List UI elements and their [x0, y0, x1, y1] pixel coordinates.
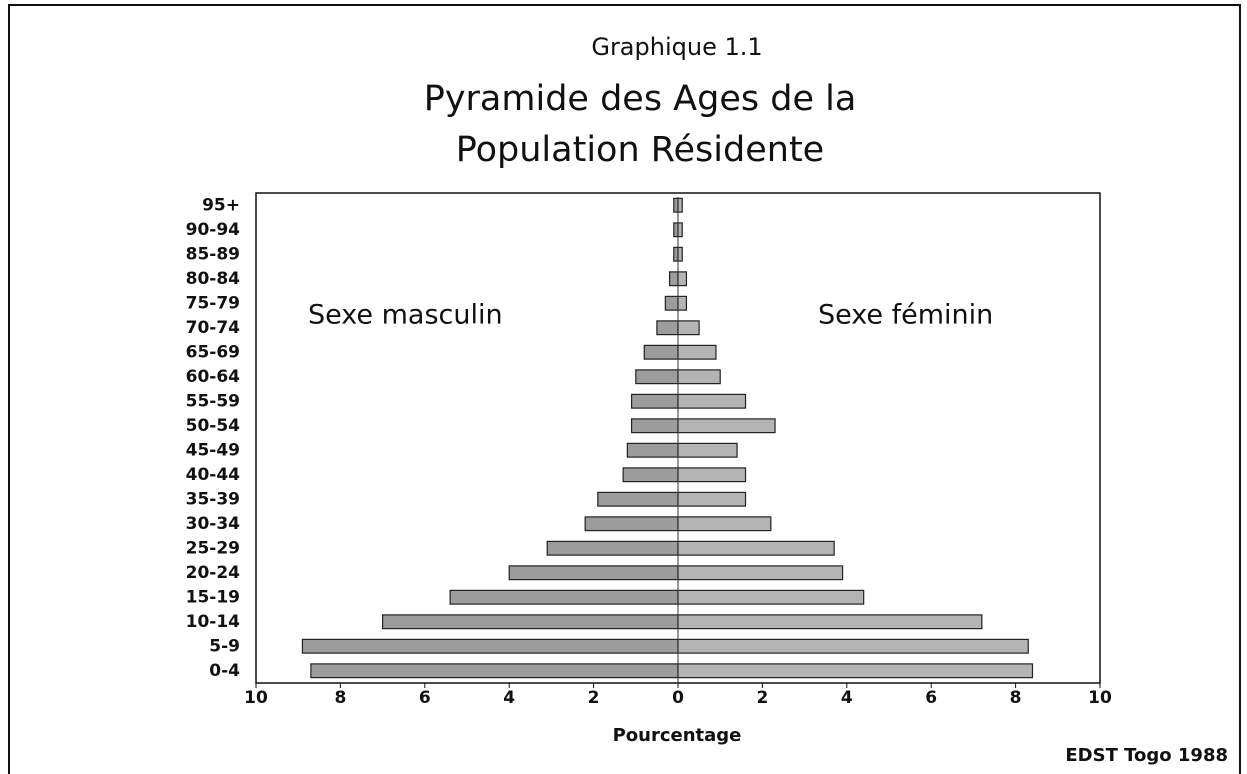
x-tick-label: 4 — [841, 688, 853, 708]
bar — [677, 565, 844, 581]
bar — [508, 565, 679, 581]
bar — [677, 663, 1034, 679]
bar — [310, 663, 679, 679]
y-tick-label: 25-29 — [186, 538, 240, 558]
bar — [382, 614, 679, 630]
bar — [677, 393, 747, 409]
bar — [626, 442, 679, 458]
bar — [643, 344, 679, 360]
y-tick-label: 55-59 — [186, 391, 240, 411]
annotation: Sexe masculin — [308, 300, 503, 331]
bar — [449, 589, 679, 605]
x-tick-label: 10 — [244, 688, 268, 708]
x-tick-label: 6 — [419, 688, 431, 708]
y-tick-label: 50-54 — [186, 416, 241, 436]
bar — [677, 516, 772, 532]
x-tick-label: 4 — [503, 688, 515, 708]
bar — [677, 295, 688, 311]
bar — [677, 418, 776, 434]
chart-title: Graphique 1.1 — [591, 33, 762, 61]
y-tick-label: 65-69 — [186, 342, 240, 362]
bar — [622, 467, 679, 483]
bar — [677, 614, 983, 630]
bar — [677, 197, 683, 213]
bar — [664, 295, 679, 311]
frame — [8, 4, 1241, 774]
y-tick-label: 15-19 — [186, 587, 240, 607]
y-tick-label: 95+ — [202, 195, 240, 215]
bar — [677, 491, 747, 507]
y-tick-label: 80-84 — [186, 269, 241, 289]
chart-subtitle: Pyramide des Ages de la — [424, 79, 857, 119]
y-tick-label: 85-89 — [186, 244, 240, 264]
x-tick-label: 0 — [672, 688, 684, 708]
bar — [677, 222, 683, 238]
x-tick-label: 8 — [1010, 688, 1022, 708]
bar — [546, 540, 679, 556]
y-tick-label: 5-9 — [209, 636, 240, 656]
x-axis-label: Pourcentage — [613, 725, 742, 746]
bar — [677, 638, 1029, 654]
bar — [677, 589, 865, 605]
x-tick-label: 10 — [1088, 688, 1112, 708]
x-tick-label: 2 — [756, 688, 768, 708]
bar — [677, 442, 738, 458]
y-tick-label: 20-24 — [186, 563, 241, 583]
bar — [677, 540, 835, 556]
x-tick-label: 2 — [588, 688, 600, 708]
bar — [597, 491, 679, 507]
y-tick-label: 30-34 — [186, 514, 241, 534]
bar — [301, 638, 679, 654]
bar — [635, 369, 679, 385]
bar — [677, 246, 683, 262]
bar — [668, 271, 679, 287]
y-tick-label: 90-94 — [186, 220, 241, 240]
bar — [630, 393, 679, 409]
y-tick-label: 40-44 — [186, 465, 241, 485]
x-tick-label: 6 — [925, 688, 937, 708]
bar — [673, 222, 679, 238]
x-tick-label: 8 — [334, 688, 346, 708]
y-tick-label: 45-49 — [186, 440, 240, 460]
y-tick-label: 0-4 — [209, 661, 240, 681]
bar — [677, 320, 700, 336]
y-tick-label: 10-14 — [186, 612, 241, 632]
bar — [656, 320, 679, 336]
y-tick-label: 60-64 — [186, 367, 241, 387]
bar — [677, 344, 717, 360]
chart-subtitle: Population Résidente — [456, 130, 824, 170]
source: EDST Togo 1988 — [1065, 745, 1228, 766]
y-tick-label: 35-39 — [186, 489, 240, 509]
bar — [630, 418, 679, 434]
y-tick-label: 75-79 — [186, 293, 240, 313]
bar — [673, 246, 679, 262]
y-tick-label: 70-74 — [186, 318, 241, 338]
bar — [677, 369, 721, 385]
bar — [677, 271, 688, 287]
annotation: Sexe féminin — [818, 300, 993, 331]
bar — [584, 516, 679, 532]
bar — [673, 197, 679, 213]
bar — [677, 467, 747, 483]
